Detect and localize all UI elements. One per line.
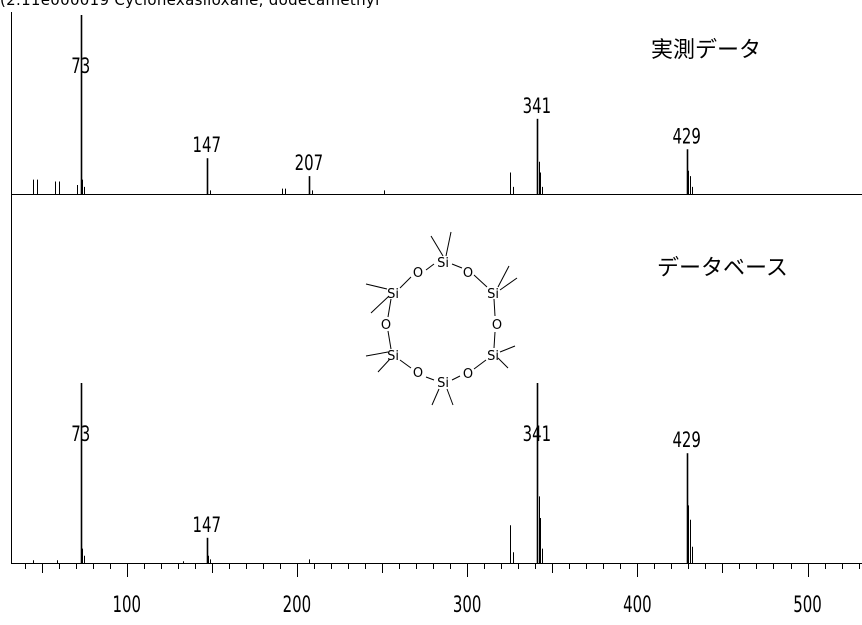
ring-bond xyxy=(399,359,412,369)
silicon-atom-label: Si xyxy=(387,287,399,302)
ring-bond xyxy=(451,263,463,269)
database-spectrum-panel: 73 147 341 429 xyxy=(33,383,701,563)
ring-bond xyxy=(399,276,412,289)
cyclohexasiloxane-structure: Si Si Si Si Si Si O O O O O O xyxy=(365,231,518,406)
oxygen-atom-label: O xyxy=(413,366,423,381)
ring-bond xyxy=(473,274,488,288)
ring-bond xyxy=(387,330,392,350)
x-tick-label: 100 xyxy=(112,593,141,618)
methyl-bond xyxy=(445,231,452,257)
x-tick-label: 500 xyxy=(793,593,822,618)
silicon-atom-label: Si xyxy=(487,287,499,302)
oxygen-atom-label: O xyxy=(463,266,473,281)
peak-label: 207 xyxy=(295,151,324,175)
methyl-bond xyxy=(499,345,516,353)
silicon-atom-label: Si xyxy=(487,349,499,364)
methyl-bond xyxy=(499,277,518,291)
x-tick-label: 300 xyxy=(453,593,482,618)
ring-bond xyxy=(451,375,461,381)
compound-header-text: (2.11e000019 Cyclohexasiloxane, dodecame… xyxy=(0,0,380,9)
ring-bond xyxy=(473,359,487,370)
methyl-bond xyxy=(370,295,390,314)
peak-label: 429 xyxy=(672,124,701,148)
peak-label: 429 xyxy=(672,428,701,452)
peak-label: 341 xyxy=(523,422,552,446)
silicon-atom-label: Si xyxy=(387,349,399,364)
peak-label: 147 xyxy=(192,133,221,157)
ring-bond xyxy=(493,331,496,349)
ring-bond xyxy=(425,263,435,271)
methyl-bond xyxy=(365,283,388,290)
oxygen-atom-label: O xyxy=(463,367,473,382)
oxygen-atom-label: O xyxy=(413,266,423,281)
methyl-bond xyxy=(497,265,510,288)
x-tick-label: 200 xyxy=(283,593,312,618)
x-tick-label: 400 xyxy=(623,593,652,618)
methyl-bond xyxy=(430,235,444,257)
ring-bond xyxy=(425,376,435,381)
methyl-bond xyxy=(431,388,440,406)
x-axis: 100 200 300 400 500 xyxy=(25,563,860,618)
database-title: データベース xyxy=(657,256,788,281)
peak-label: 73 xyxy=(71,422,90,446)
oxygen-atom-label: O xyxy=(492,318,502,333)
peak-label: 147 xyxy=(192,513,221,537)
methyl-bond xyxy=(446,388,454,406)
oxygen-atom-label: O xyxy=(381,318,391,333)
methyl-bond xyxy=(497,357,509,369)
silicon-atom-label: Si xyxy=(437,376,449,391)
methyl-bond xyxy=(377,358,391,373)
silicon-atom-label: Si xyxy=(437,256,449,271)
peak-label: 341 xyxy=(523,94,552,118)
ring-bond xyxy=(387,298,392,318)
measured-data-title: 実測データ xyxy=(651,38,761,63)
ring-bond xyxy=(493,298,496,317)
peak-label: 73 xyxy=(71,54,90,78)
measured-spectrum-panel: 73 147 207 341 429 xyxy=(33,15,701,194)
methyl-bond xyxy=(365,351,389,357)
